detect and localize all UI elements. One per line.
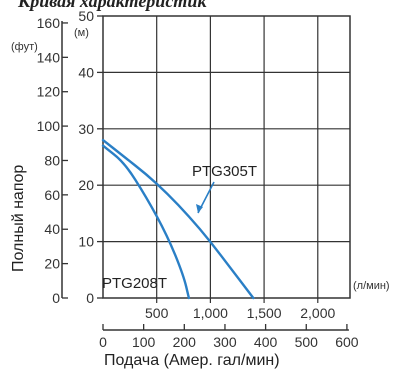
x-gpm-tick-label: 500	[295, 334, 319, 350]
y-m-tick-label: 20	[78, 177, 94, 193]
x-gpm-tick-label: 200	[173, 334, 197, 350]
y-m-tick-label: 10	[78, 234, 94, 250]
x-unit-top: (л/мин)	[353, 280, 390, 292]
y-m-tick-label: 30	[78, 121, 94, 137]
series-line-ptg305t	[101, 138, 255, 300]
series-lines	[101, 138, 255, 300]
y-unit-right: (м)	[74, 27, 89, 39]
y-ft-tick-label: 60	[44, 187, 60, 203]
y-ft-tick-label: 0	[52, 290, 60, 306]
y-ft-tick-label: 20	[44, 256, 60, 272]
y-m-tick-label: 50	[78, 8, 94, 24]
y-ft-tick-label: 140	[37, 49, 61, 65]
y-unit-left: (фут)	[11, 41, 38, 53]
x-gpm-tick-label: 300	[213, 334, 237, 350]
x-gpm-tick-label: 0	[99, 334, 107, 350]
x-lpm-tick-label: 1,500	[247, 305, 282, 321]
labels: (фут) (м) (л/мин) Полный напор Подача (А…	[10, 27, 390, 369]
x-lpm-tick-label: 500	[145, 305, 169, 321]
y-axis-label: Полный напор	[10, 165, 27, 272]
series-line-ptg208t	[101, 144, 191, 300]
x-gpm-tick-label: 100	[132, 334, 156, 350]
y-ft-tick-label: 40	[44, 221, 60, 237]
ticks: 0 20 40 60 80 100 120 140 160 0 10 20 30 40 50 500 1,000…	[37, 8, 359, 350]
y-ft-tick-label: 160	[37, 15, 61, 31]
grid	[102, 15, 351, 299]
y-ft-tick-label: 80	[44, 152, 60, 168]
y-m-tick-label: 0	[86, 290, 94, 306]
x-axis-label: Подача (Амер. гал/мин)	[104, 352, 280, 369]
x-lpm-tick-label: 1,000	[193, 305, 228, 321]
series-pointers	[196, 181, 215, 214]
chart-title: Кривая характеристик	[18, 0, 207, 11]
ptg305t-pointer-head	[196, 204, 203, 213]
series-label-ptg305t: PTG305T	[192, 163, 257, 180]
x-gpm-tick-label: 400	[254, 334, 278, 350]
x-gpm-tick-label: 600	[335, 334, 359, 350]
plot-frame	[102, 15, 351, 299]
y-m-tick-label: 40	[78, 64, 94, 80]
x-lpm-tick-label: 2,000	[300, 305, 335, 321]
series-label-ptg208t: PTG208T	[102, 275, 167, 292]
y-ft-tick-label: 120	[37, 84, 61, 100]
y-ft-tick-label: 100	[37, 118, 61, 134]
